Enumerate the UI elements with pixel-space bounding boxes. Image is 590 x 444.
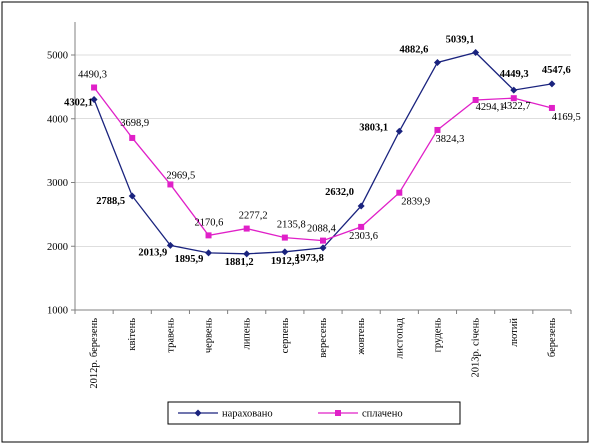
data-label-series-2: 2839,9	[401, 197, 430, 208]
data-label-series-1: 1895,9	[175, 254, 204, 265]
point-series-1	[548, 80, 556, 88]
data-label-series-1: 2788,5	[96, 196, 125, 207]
point-series-1	[357, 202, 365, 210]
data-label-series-1: 4302,1	[64, 97, 93, 108]
point-series-2	[281, 234, 288, 241]
y-tick-label: 4000	[47, 114, 68, 125]
point-series-1	[510, 86, 518, 94]
legend-marker-2	[335, 410, 341, 416]
data-label-series-1: 1973,8	[295, 253, 324, 264]
data-label-series-2: 4169,5	[552, 112, 581, 123]
data-label-series-2: 3698,9	[120, 118, 149, 129]
data-label-series-2: 4490,3	[78, 69, 107, 80]
point-series-1	[90, 95, 98, 103]
point-series-2	[205, 232, 212, 239]
point-series-1	[472, 49, 480, 57]
point-series-2	[129, 134, 136, 141]
legend-label-2: сплачено	[362, 409, 403, 420]
data-label-series-2: 3824,3	[435, 134, 464, 145]
point-series-1	[281, 248, 289, 256]
x-tick-label: 2013р. січень	[471, 318, 482, 378]
point-series-1	[395, 127, 403, 135]
data-label-series-1: 4547,6	[542, 65, 571, 76]
x-tick-label: жовтень	[356, 318, 367, 356]
data-label-series-2: 2303,6	[349, 231, 378, 242]
x-axis-ticks: 2012р. березень квітень травень червень липе…	[74, 310, 572, 389]
x-tick-label: квітень	[127, 318, 138, 351]
data-labels: 4302,1 2788,5 2013,9 1895,9 1881,2 1912,51973…	[64, 35, 581, 268]
point-series-2	[548, 104, 555, 111]
y-tick-label: 5000	[47, 51, 68, 62]
x-tick-label: травень	[165, 318, 176, 353]
point-series-1	[205, 249, 213, 257]
data-label-series-1: 1912,5	[271, 256, 300, 267]
point-series-2	[510, 95, 517, 102]
point-series-2	[434, 126, 441, 133]
data-label-series-1: 4449,3	[500, 69, 529, 80]
x-tick-label: лютий	[509, 318, 520, 347]
data-label-series-2: 2135,8	[277, 220, 306, 231]
point-series-1	[243, 250, 251, 258]
x-tick-label: червень	[204, 318, 215, 353]
data-label-series-2: 2088,4	[307, 224, 337, 235]
axes	[74, 22, 571, 311]
data-label-series-2: 2170,6	[195, 217, 224, 228]
legend-box	[167, 401, 461, 425]
data-label-series-2: 2277,2	[239, 211, 268, 222]
point-series-2	[243, 225, 250, 232]
point-series-1	[319, 244, 327, 252]
data-label-series-1: 2013,9	[138, 247, 167, 258]
point-series-1	[128, 192, 136, 200]
y-tick-label: 2000	[47, 242, 68, 253]
x-tick-label: липень	[242, 318, 253, 350]
data-label-series-1: 3803,1	[359, 122, 388, 133]
point-series-1	[433, 58, 441, 66]
x-tick-label: серпень	[280, 318, 291, 354]
point-series-2	[91, 84, 98, 91]
x-tick-label: 2012р. березень	[89, 318, 100, 389]
legend-label-1: нараховано	[222, 409, 273, 420]
y-tick-label: 1000	[47, 306, 68, 317]
x-tick-label: грудень	[432, 318, 443, 353]
x-tick-label: березень	[547, 318, 558, 357]
point-series-2	[167, 181, 174, 188]
data-label-series-2: 4322,7	[502, 101, 531, 112]
point-series-2	[472, 97, 479, 104]
series-markers	[90, 49, 556, 258]
data-label-series-2: 2969,5	[166, 170, 195, 181]
y-tick-label: 3000	[47, 178, 68, 189]
y-axis-ticks: 1000 2000 3000 4000 5000	[47, 51, 75, 317]
data-label-series-1: 4882,6	[399, 44, 428, 55]
x-tick-label: вересень	[318, 318, 329, 358]
point-series-2	[396, 189, 403, 196]
data-label-series-1: 2632,0	[325, 187, 354, 198]
legend-marker-1	[194, 409, 202, 417]
data-label-series-2: 4294,1	[476, 102, 505, 113]
point-series-2	[320, 237, 326, 244]
legend: нараховано сплачено	[167, 401, 461, 425]
x-tick-label: листопад	[394, 317, 405, 358]
point-series-2	[358, 223, 365, 230]
point-series-1	[166, 241, 174, 249]
data-label-series-1: 1881,2	[225, 257, 254, 268]
data-label-series-1: 5039,1	[446, 35, 475, 46]
